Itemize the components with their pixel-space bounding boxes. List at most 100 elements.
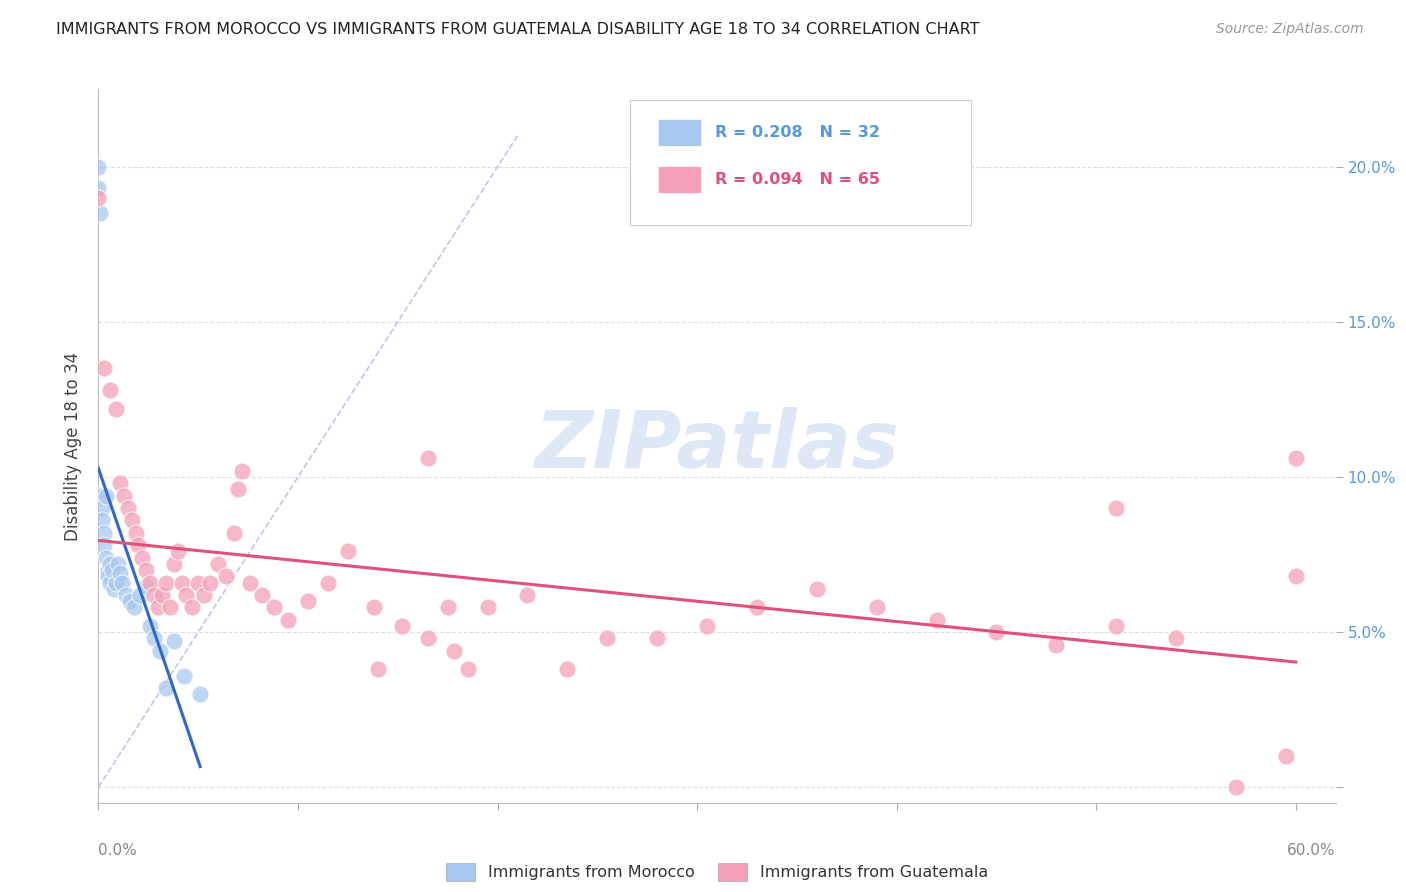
Point — [391, 619, 413, 633]
Point — [925, 613, 948, 627]
Point — [1225, 780, 1247, 795]
Legend: Immigrants from Morocco, Immigrants from Guatemala: Immigrants from Morocco, Immigrants from… — [440, 856, 994, 888]
Point — [96, 550, 118, 565]
Point — [866, 600, 889, 615]
Point — [207, 557, 229, 571]
Point — [1164, 632, 1187, 646]
Point — [336, 544, 359, 558]
Point — [89, 206, 111, 220]
Point — [198, 575, 221, 590]
Point — [193, 588, 215, 602]
Point — [167, 544, 190, 558]
Text: IMMIGRANTS FROM MOROCCO VS IMMIGRANTS FROM GUATEMALA DISABILITY AGE 18 TO 34 COR: IMMIGRANTS FROM MOROCCO VS IMMIGRANTS FR… — [56, 22, 980, 37]
Point — [97, 569, 120, 583]
Point — [120, 594, 142, 608]
Point — [231, 464, 253, 478]
Text: Source: ZipAtlas.com: Source: ZipAtlas.com — [1216, 22, 1364, 37]
Point — [89, 489, 111, 503]
Point — [110, 566, 132, 581]
Point — [150, 588, 173, 602]
Point — [224, 525, 246, 540]
Point — [127, 538, 149, 552]
Point — [100, 557, 122, 571]
Point — [107, 557, 129, 571]
Point — [125, 525, 148, 540]
Point — [277, 613, 299, 627]
Point — [363, 600, 385, 615]
Text: R = 0.208   N = 32: R = 0.208 N = 32 — [714, 125, 880, 140]
Point — [645, 632, 668, 646]
Point — [93, 525, 115, 540]
Point — [124, 600, 146, 615]
Text: 60.0%: 60.0% — [1288, 843, 1336, 858]
Point — [103, 582, 125, 596]
Point — [139, 619, 162, 633]
Point — [1285, 451, 1308, 466]
Point — [172, 575, 194, 590]
Point — [297, 594, 319, 608]
Point — [155, 681, 177, 695]
FancyBboxPatch shape — [658, 120, 702, 146]
Point — [696, 619, 718, 633]
FancyBboxPatch shape — [658, 166, 702, 193]
Point — [100, 575, 122, 590]
Point — [87, 160, 110, 174]
Y-axis label: Disability Age 18 to 34: Disability Age 18 to 34 — [63, 351, 82, 541]
Point — [105, 401, 128, 416]
Point — [263, 600, 285, 615]
Point — [91, 501, 114, 516]
Point — [316, 575, 339, 590]
Point — [1105, 619, 1128, 633]
Point — [557, 662, 579, 676]
Point — [139, 575, 162, 590]
Point — [91, 513, 114, 527]
Point — [367, 662, 389, 676]
Point — [87, 191, 110, 205]
Point — [163, 634, 186, 648]
Point — [115, 588, 138, 602]
Point — [129, 588, 152, 602]
Point — [596, 632, 619, 646]
Point — [148, 600, 170, 615]
Point — [436, 600, 458, 615]
Point — [215, 569, 238, 583]
Point — [173, 668, 195, 682]
Text: 0.0%: 0.0% — [98, 843, 138, 858]
Point — [143, 632, 166, 646]
Point — [155, 575, 177, 590]
Point — [1275, 749, 1298, 764]
Point — [250, 588, 273, 602]
Point — [1105, 501, 1128, 516]
Point — [135, 563, 157, 577]
Point — [149, 644, 172, 658]
Point — [101, 563, 124, 577]
Point — [174, 588, 197, 602]
Point — [443, 644, 465, 658]
Point — [159, 600, 181, 615]
Point — [93, 538, 115, 552]
Point — [416, 632, 439, 646]
Point — [111, 575, 134, 590]
FancyBboxPatch shape — [630, 100, 970, 225]
Point — [135, 579, 157, 593]
Point — [105, 575, 128, 590]
Point — [93, 361, 115, 376]
Point — [986, 625, 1008, 640]
Point — [131, 550, 153, 565]
Point — [96, 489, 118, 503]
Point — [100, 383, 122, 397]
Point — [188, 687, 211, 701]
Point — [121, 513, 143, 527]
Point — [117, 501, 139, 516]
Point — [806, 582, 828, 596]
Point — [1045, 638, 1067, 652]
Point — [477, 600, 499, 615]
Point — [226, 483, 249, 497]
Point — [457, 662, 479, 676]
Text: R = 0.094   N = 65: R = 0.094 N = 65 — [714, 171, 880, 186]
Point — [112, 489, 135, 503]
Point — [416, 451, 439, 466]
Point — [163, 557, 186, 571]
Point — [143, 588, 166, 602]
Point — [181, 600, 204, 615]
